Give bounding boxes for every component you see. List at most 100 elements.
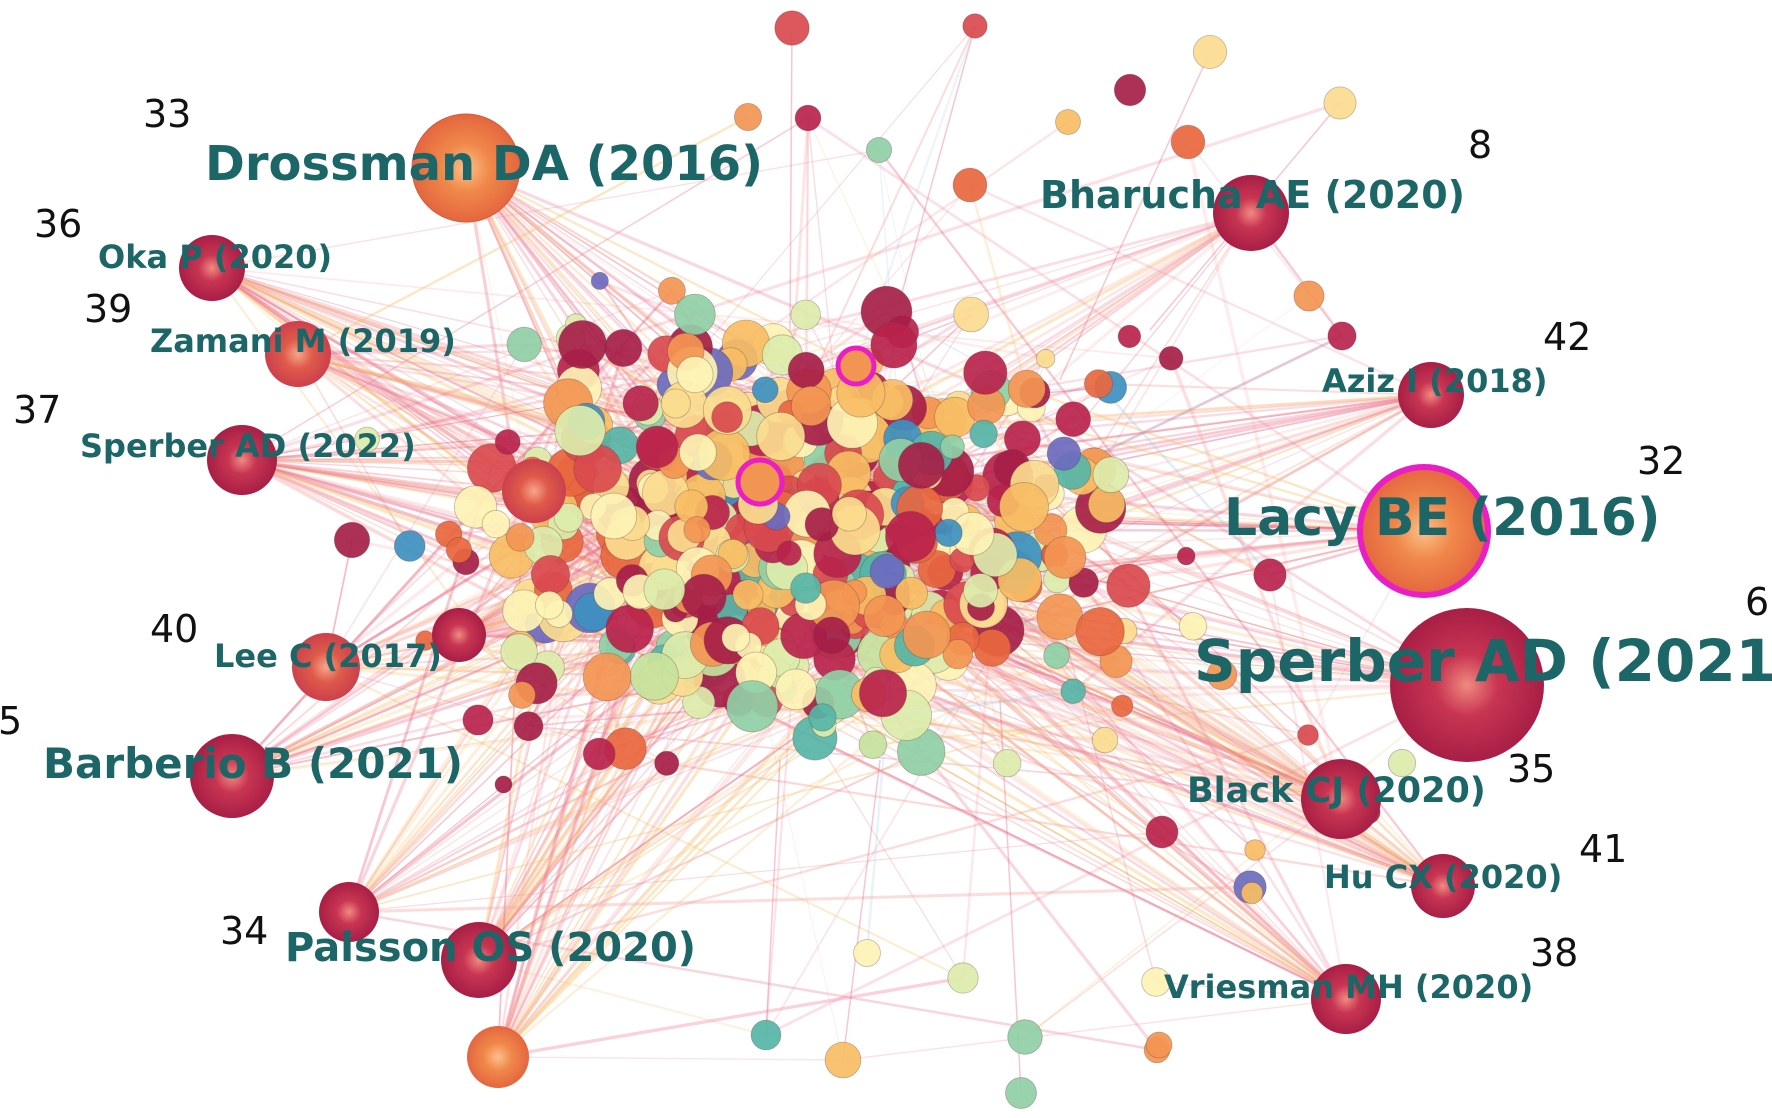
reference-node[interactable] [751, 376, 779, 404]
hub-node-lee[interactable] [292, 633, 360, 701]
hub-node-drossman[interactable] [411, 113, 521, 223]
reference-node[interactable] [530, 554, 571, 595]
reference-node[interactable] [635, 425, 679, 469]
reference-node[interactable] [1075, 607, 1125, 657]
reference-node[interactable] [506, 523, 535, 552]
reference-node[interactable] [1170, 124, 1206, 160]
reference-node[interactable] [1043, 536, 1087, 579]
reference-node[interactable] [711, 401, 743, 434]
reference-node[interactable] [1055, 109, 1081, 135]
reference-node[interactable] [969, 419, 998, 448]
reference-node[interactable] [824, 1041, 862, 1079]
reference-node[interactable] [1145, 815, 1179, 849]
reference-node[interactable] [734, 103, 763, 132]
reference-node[interactable] [870, 321, 918, 369]
reference-node[interactable] [1117, 324, 1142, 349]
hub-node-unlabeled[interactable] [319, 882, 379, 942]
reference-node[interactable] [885, 510, 937, 562]
reference-node[interactable] [500, 633, 538, 671]
reference-node[interactable] [494, 775, 513, 794]
hub-node-oka[interactable] [179, 235, 245, 301]
reference-node[interactable] [1297, 724, 1319, 746]
reference-node[interactable] [1244, 839, 1266, 861]
reference-node[interactable] [1084, 369, 1114, 399]
reference-node[interactable] [590, 492, 638, 540]
reference-node[interactable] [790, 572, 822, 604]
hub-node-barberio[interactable] [190, 734, 274, 818]
reference-node[interactable] [721, 623, 751, 653]
reference-node[interactable] [676, 355, 714, 394]
reference-node[interactable] [962, 13, 988, 39]
reference-node[interactable] [1091, 726, 1119, 754]
hub-node-aziz[interactable] [1398, 362, 1464, 428]
reference-node[interactable] [679, 433, 717, 472]
hub-node-vriesman[interactable] [1311, 964, 1381, 1034]
reference-node[interactable] [866, 136, 893, 163]
reference-node[interactable] [963, 573, 999, 609]
hub-node-lacy[interactable] [1357, 464, 1491, 598]
reference-node[interactable] [1007, 369, 1046, 408]
reference-node[interactable] [554, 404, 606, 457]
reference-node[interactable] [622, 385, 659, 422]
reference-node[interactable] [604, 328, 643, 367]
reference-node[interactable] [953, 296, 989, 333]
reference-node[interactable] [869, 553, 905, 589]
reference-node[interactable] [1007, 1019, 1043, 1055]
reference-node[interactable] [808, 703, 837, 732]
reference-node[interactable] [1293, 280, 1325, 312]
reference-node[interactable] [582, 652, 632, 702]
reference-node[interactable] [1387, 748, 1417, 778]
hub-node-unlabeled[interactable] [467, 1026, 529, 1088]
reference-node[interactable] [831, 496, 867, 532]
reference-node[interactable] [1193, 35, 1228, 70]
reference-node[interactable] [940, 434, 965, 460]
reference-node[interactable] [1035, 348, 1056, 369]
reference-node[interactable] [681, 573, 727, 620]
reference-node[interactable] [1060, 678, 1086, 704]
reference-node[interactable] [558, 320, 607, 369]
reference-node[interactable] [790, 299, 821, 331]
reference-node[interactable] [654, 750, 680, 776]
reference-node[interactable] [790, 385, 832, 427]
reference-node[interactable] [858, 730, 888, 759]
reference-node[interactable] [1046, 436, 1082, 471]
reference-node[interactable] [794, 104, 822, 132]
reference-node[interactable] [963, 350, 1008, 395]
reference-node[interactable] [1253, 558, 1287, 592]
reference-node[interactable] [630, 651, 679, 701]
reference-node[interactable] [1327, 321, 1357, 351]
hub-node-palsson[interactable] [441, 922, 517, 998]
reference-node[interactable] [1113, 73, 1147, 107]
burst-node[interactable] [835, 345, 877, 387]
reference-node[interactable] [813, 616, 851, 654]
reference-node[interactable] [732, 579, 764, 611]
reference-node[interactable] [535, 590, 564, 620]
reference-node[interactable] [1141, 967, 1171, 997]
hub-node-bharucha[interactable] [1213, 175, 1289, 251]
reference-node[interactable] [513, 711, 544, 742]
reference-node[interactable] [1043, 642, 1070, 669]
reference-node[interactable] [1111, 694, 1134, 718]
reference-node[interactable] [859, 669, 908, 718]
reference-node[interactable] [902, 610, 951, 659]
reference-node[interactable] [658, 276, 686, 305]
reference-node[interactable] [993, 749, 1022, 778]
reference-node[interactable] [863, 595, 906, 638]
reference-node[interactable] [445, 536, 473, 564]
reference-node[interactable] [1145, 1031, 1173, 1059]
hub-node-black[interactable] [1301, 759, 1381, 839]
reference-node[interactable] [1092, 456, 1130, 494]
reference-node[interactable] [674, 293, 716, 336]
reference-node[interactable] [1178, 612, 1208, 641]
reference-node[interactable] [582, 737, 616, 771]
reference-node[interactable] [553, 502, 584, 533]
reference-node[interactable] [1206, 659, 1238, 691]
reference-node[interactable] [750, 1019, 782, 1051]
hub-node-hu[interactable] [1411, 854, 1475, 918]
reference-node[interactable] [942, 638, 974, 670]
reference-node[interactable] [774, 10, 810, 46]
reference-node[interactable] [999, 481, 1049, 532]
reference-node[interactable] [354, 426, 380, 453]
reference-node[interactable] [1055, 401, 1091, 438]
hub-node-sperber-2021[interactable] [1390, 608, 1544, 762]
